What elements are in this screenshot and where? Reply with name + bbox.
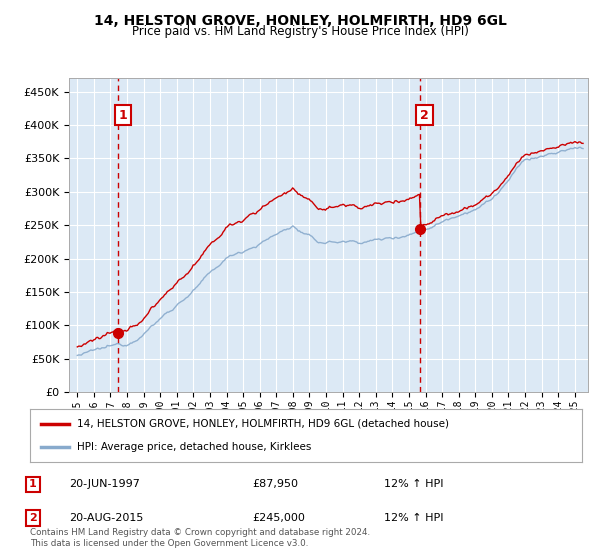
Text: 2: 2 [420,109,429,122]
Text: 1: 1 [29,479,37,489]
Text: Price paid vs. HM Land Registry's House Price Index (HPI): Price paid vs. HM Land Registry's House … [131,25,469,38]
Text: 20-JUN-1997: 20-JUN-1997 [69,479,140,489]
Text: 1: 1 [119,109,128,122]
Text: 2: 2 [29,513,37,523]
Text: 20-AUG-2015: 20-AUG-2015 [69,513,143,523]
Text: 12% ↑ HPI: 12% ↑ HPI [384,479,443,489]
Text: £87,950: £87,950 [252,479,298,489]
Text: £245,000: £245,000 [252,513,305,523]
Text: 14, HELSTON GROVE, HONLEY, HOLMFIRTH, HD9 6GL (detached house): 14, HELSTON GROVE, HONLEY, HOLMFIRTH, HD… [77,419,449,429]
Text: HPI: Average price, detached house, Kirklees: HPI: Average price, detached house, Kirk… [77,442,311,452]
Text: 14, HELSTON GROVE, HONLEY, HOLMFIRTH, HD9 6GL: 14, HELSTON GROVE, HONLEY, HOLMFIRTH, HD… [94,14,506,28]
Text: Contains HM Land Registry data © Crown copyright and database right 2024.
This d: Contains HM Land Registry data © Crown c… [30,528,370,548]
Text: 12% ↑ HPI: 12% ↑ HPI [384,513,443,523]
